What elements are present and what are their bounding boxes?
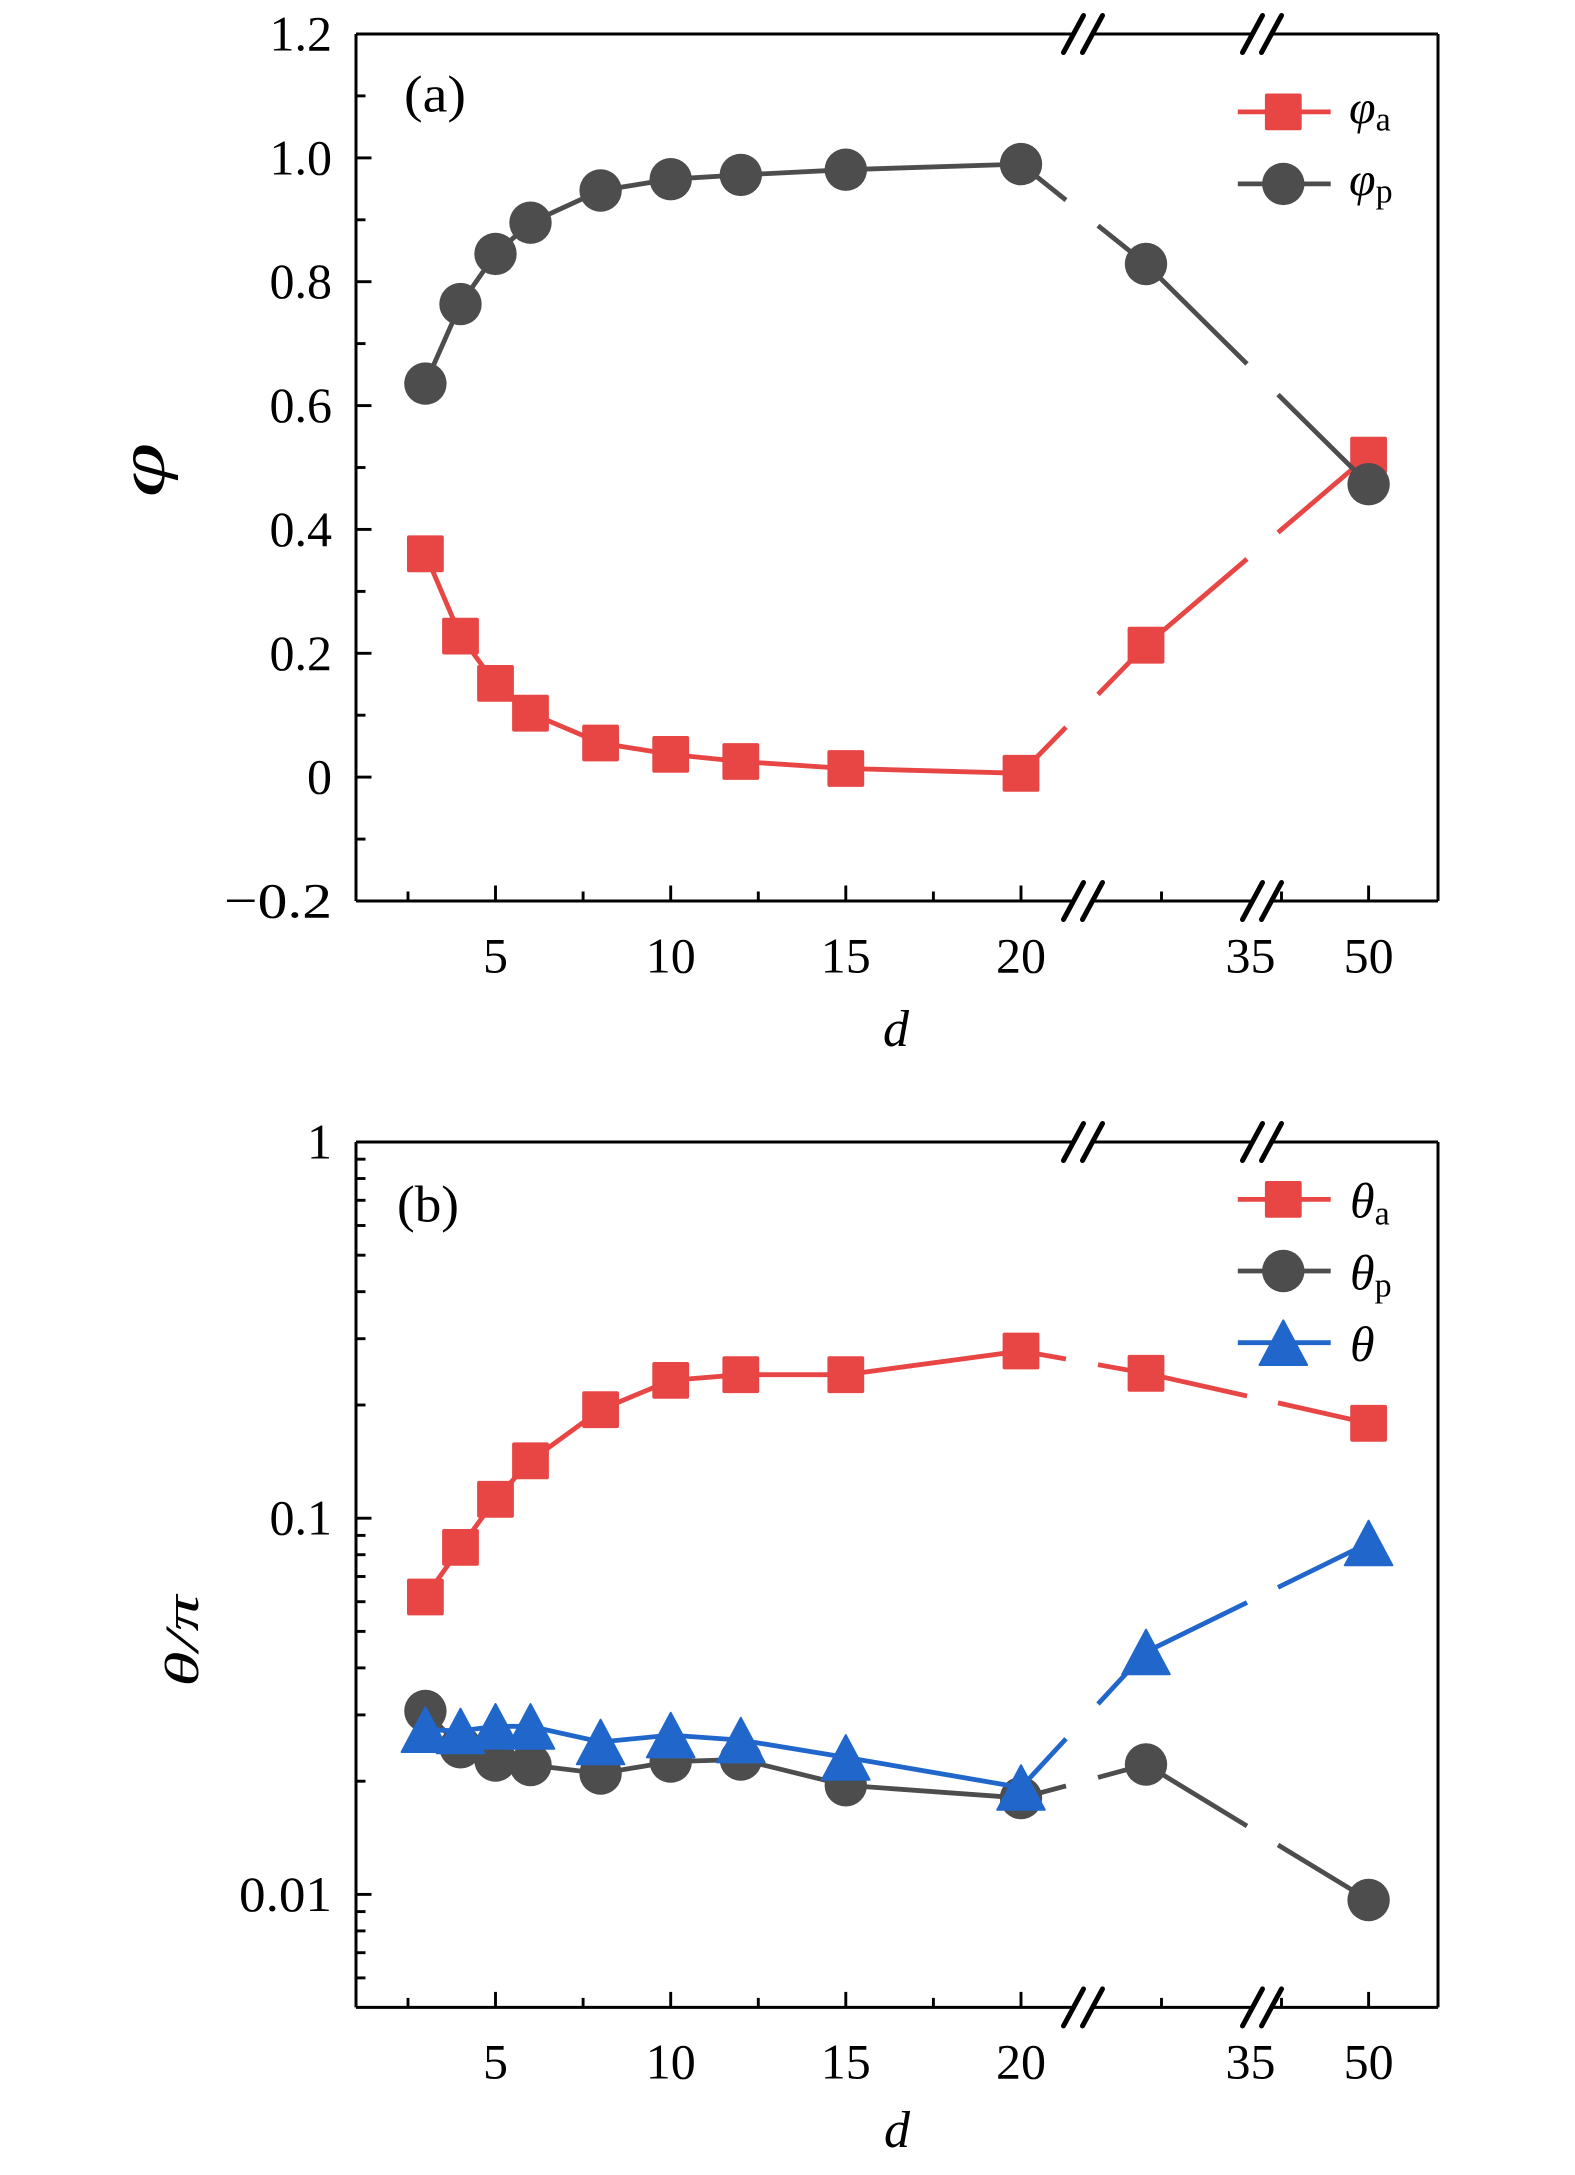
svg-text:50: 50 [1344, 2034, 1394, 2090]
svg-text:1.0: 1.0 [270, 129, 333, 185]
svg-text:1: 1 [307, 1114, 332, 1170]
svg-text:0.4: 0.4 [270, 501, 333, 557]
svg-text:θp: θp [1350, 1244, 1392, 1304]
svg-text:θ: θ [1350, 1316, 1375, 1372]
svg-text:φ: φ [106, 443, 179, 498]
svg-text:(b): (b) [397, 1177, 459, 1234]
svg-text:5: 5 [483, 928, 508, 984]
svg-text:1.2: 1.2 [270, 6, 333, 62]
svg-text:θ/π: θ/π [156, 1593, 209, 1687]
svg-text:5: 5 [483, 2034, 508, 2090]
svg-text:50: 50 [1344, 928, 1394, 984]
svg-text:15: 15 [821, 2034, 871, 2090]
svg-text:10: 10 [646, 928, 696, 984]
svg-text:0.6: 0.6 [270, 377, 333, 433]
svg-text:15: 15 [821, 928, 871, 984]
svg-text:20: 20 [996, 928, 1046, 984]
svg-text:d: d [883, 1001, 910, 1058]
svg-text:(a): (a) [404, 67, 466, 124]
svg-text:20: 20 [996, 2034, 1046, 2090]
svg-text:θa: θa [1350, 1173, 1390, 1233]
svg-text:0.01: 0.01 [239, 1866, 332, 1922]
svg-text:0.2: 0.2 [270, 625, 333, 681]
svg-text:10: 10 [646, 2034, 696, 2090]
svg-text:0: 0 [307, 749, 332, 805]
svg-text:35: 35 [1226, 928, 1276, 984]
svg-text:−0.2: −0.2 [224, 873, 332, 929]
svg-text:0.1: 0.1 [270, 1490, 333, 1546]
svg-text:0.8: 0.8 [270, 253, 333, 309]
svg-text:35: 35 [1226, 2034, 1276, 2090]
svg-text:d: d [884, 2102, 911, 2159]
